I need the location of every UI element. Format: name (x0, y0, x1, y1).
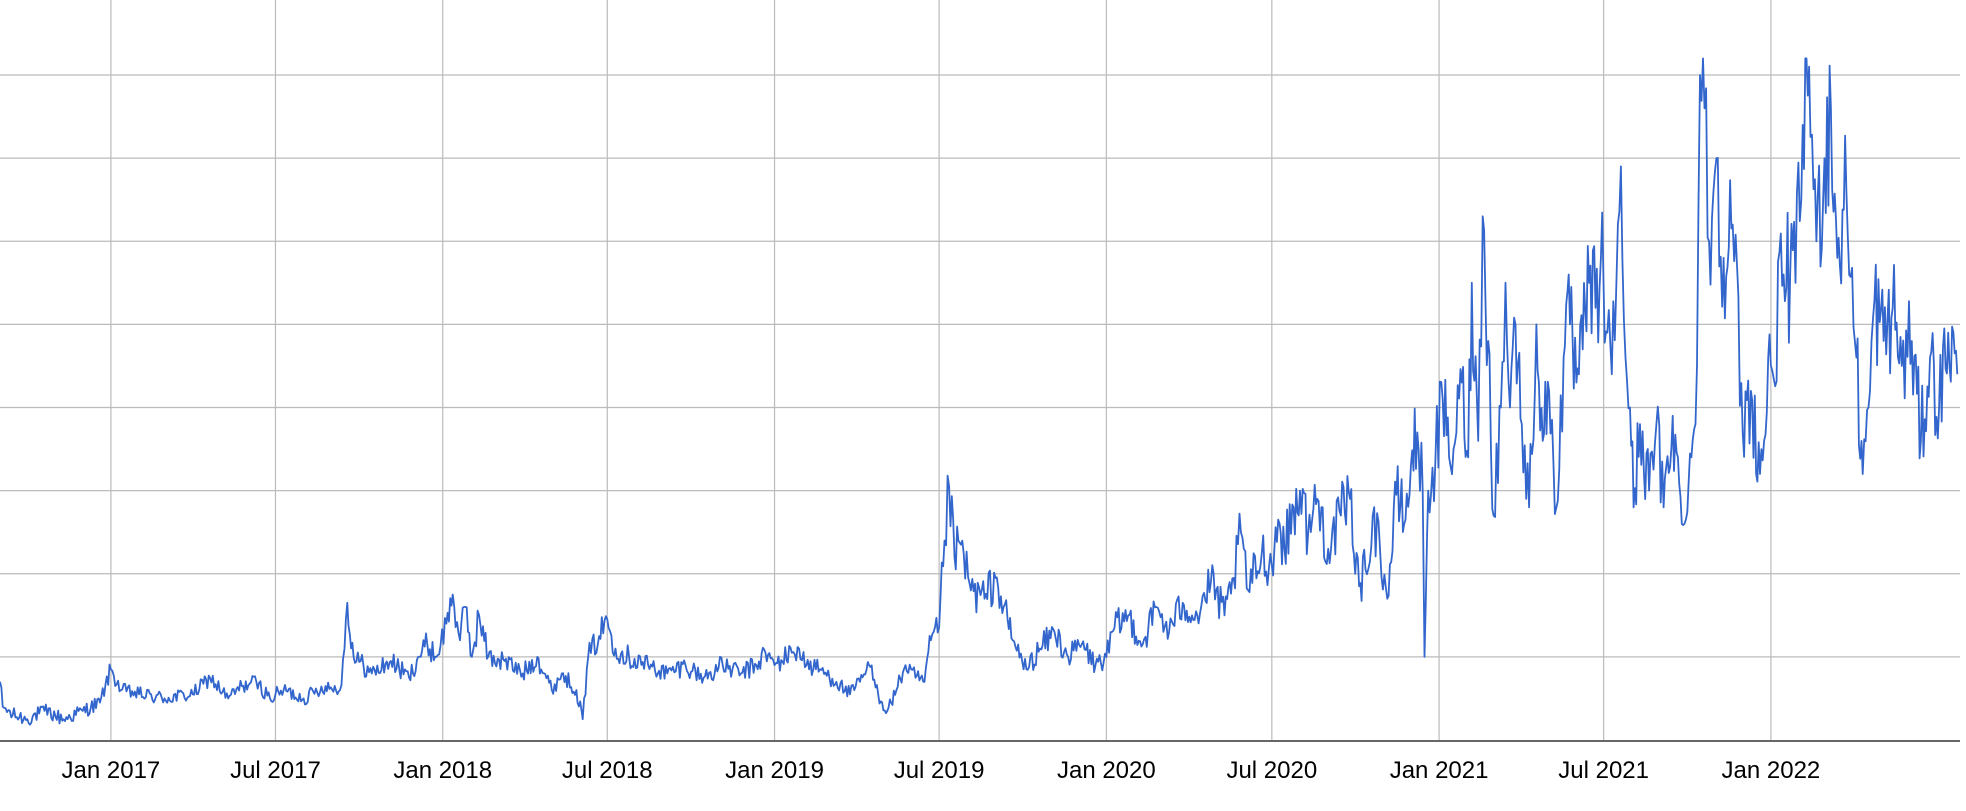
x-tick-label: Jan 2021 (1390, 757, 1489, 784)
x-tick-label: Jan 2019 (725, 757, 824, 784)
x-tick-label: Jan 2017 (62, 757, 161, 784)
x-axis: Jan 2017 Jul 2017 Jan 2018 Jul 2018 Jan 2019… (0, 740, 1960, 784)
x-tick-label: Jul 2020 (1226, 757, 1317, 784)
x-tick-label: Jan 2020 (1057, 757, 1156, 784)
x-tick-label: Jul 2018 (562, 757, 653, 784)
x-tick-label: Jul 2019 (894, 757, 985, 784)
series-line (0, 57, 1959, 726)
x-tick-label: Jul 2017 (230, 757, 321, 784)
x-tick-label: Jan 2022 (1722, 757, 1821, 784)
x-tick-label: Jul 2021 (1558, 757, 1649, 784)
gridlines (0, 0, 1960, 740)
x-tick-label: Jan 2018 (393, 757, 492, 784)
series-layer (0, 57, 1959, 726)
